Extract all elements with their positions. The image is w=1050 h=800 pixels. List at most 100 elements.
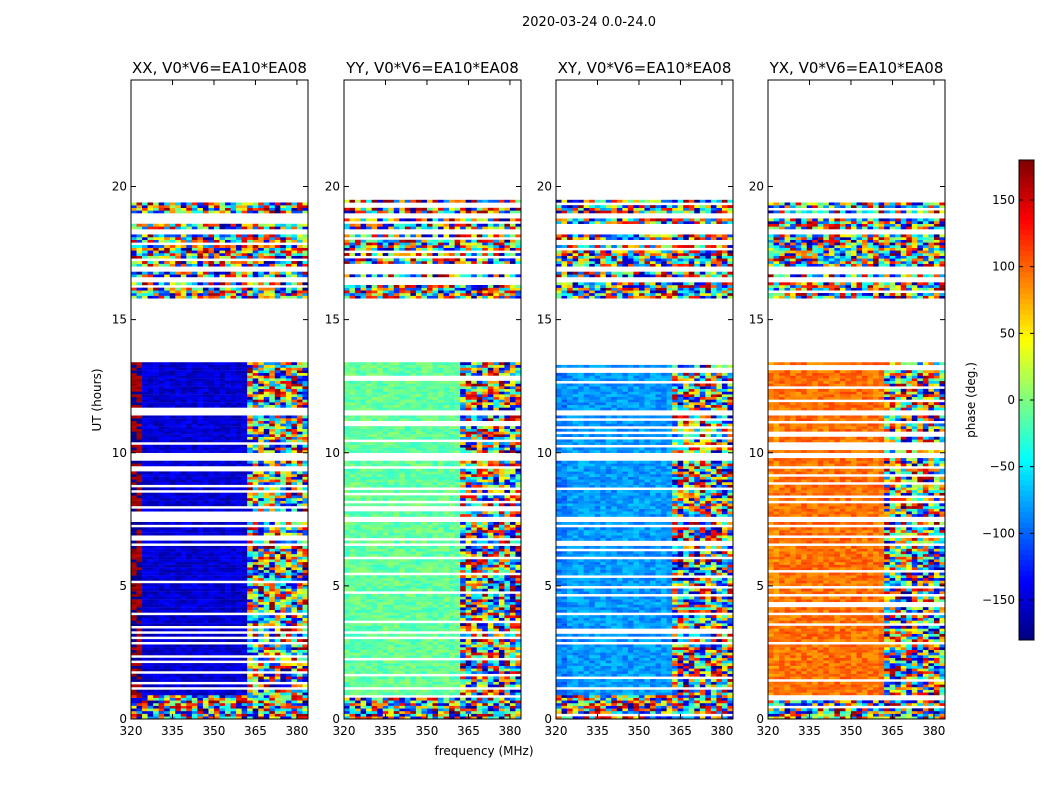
- heatmap-cell: [236, 703, 242, 706]
- heatmap-cell: [421, 700, 428, 704]
- heatmap-cell: [153, 434, 159, 437]
- heatmap-cell: [147, 476, 154, 480]
- heatmap-cell: [142, 487, 148, 491]
- heatmap-cell: [493, 639, 500, 642]
- heatmap-cell: [285, 498, 292, 501]
- heatmap-cell: [247, 583, 253, 587]
- heatmap-cell: [366, 700, 372, 704]
- heatmap-cell: [142, 644, 148, 648]
- heatmap-cell: [285, 652, 292, 656]
- heatmap-cell: [247, 593, 253, 597]
- heatmap-cell: [136, 652, 143, 656]
- heatmap-cell: [208, 708, 215, 712]
- heatmap-cell: [274, 601, 281, 605]
- heatmap-cell: [460, 647, 466, 650]
- heatmap-cell: [191, 426, 198, 429]
- heatmap-cell: [269, 202, 276, 206]
- heatmap-cell: [158, 247, 165, 251]
- heatmap-cell: [180, 207, 187, 211]
- heatmap-cell: [153, 649, 159, 653]
- heatmap-cell: [258, 428, 265, 432]
- heatmap-cell: [296, 673, 303, 677]
- heatmap-cell: [191, 223, 198, 227]
- heatmap-cell: [252, 253, 259, 256]
- heatmap-cell: [213, 460, 220, 464]
- heatmap-cell: [247, 474, 253, 477]
- heatmap-cell: [302, 703, 309, 706]
- heatmap-cell: [175, 290, 182, 294]
- heatmap-cell: [247, 362, 253, 366]
- heatmap-cell: [213, 679, 220, 682]
- heatmap-cell: [382, 668, 389, 672]
- heatmap-cell: [252, 471, 259, 475]
- heatmap-cell: [230, 665, 237, 669]
- heatmap-cell: [269, 593, 276, 597]
- heatmap-cell: [344, 625, 350, 629]
- heatmap-cell: [230, 647, 237, 650]
- heatmap-cell: [404, 684, 411, 688]
- heatmap-cell: [219, 604, 226, 608]
- heatmap-cell: [460, 660, 466, 664]
- heatmap-cell: [258, 418, 265, 421]
- heatmap-cell: [186, 521, 193, 525]
- heatmap-cell: [285, 601, 292, 605]
- heatmap-cell: [421, 663, 428, 666]
- heatmap-cell: [291, 482, 298, 485]
- heatmap-cell: [291, 205, 298, 208]
- heatmap-cell: [493, 625, 500, 629]
- heatmap-cell: [274, 553, 281, 557]
- heatmap-cell: [169, 396, 176, 400]
- heatmap-cell: [302, 521, 309, 525]
- heatmap-cell: [230, 508, 237, 512]
- heatmap-cell: [219, 657, 226, 661]
- heatmap-cell: [219, 423, 226, 427]
- heatmap-cell: [219, 609, 226, 613]
- heatmap-cell: [443, 689, 450, 693]
- heatmap-cell: [213, 697, 220, 701]
- heatmap-cell: [493, 644, 500, 648]
- heatmap-cell: [142, 370, 148, 374]
- heatmap-cell: [509, 692, 516, 696]
- heatmap-cell: [225, 663, 231, 666]
- heatmap-cell: [191, 210, 198, 214]
- heatmap-cell: [443, 711, 450, 714]
- heatmap-cell: [302, 673, 309, 677]
- heatmap-cell: [269, 649, 276, 653]
- heatmap-cell: [410, 713, 417, 717]
- heatmap-cell: [158, 207, 165, 211]
- heatmap-cell: [164, 548, 171, 552]
- heatmap-cell: [142, 388, 148, 392]
- heatmap-cell: [274, 205, 281, 208]
- heatmap-cell: [274, 556, 281, 560]
- heatmap-cell: [280, 391, 287, 395]
- heatmap-cell: [197, 290, 204, 294]
- heatmap-cell: [147, 423, 154, 427]
- heatmap-cell: [438, 647, 444, 650]
- heatmap-cell: [280, 572, 287, 576]
- heatmap-cell: [296, 583, 303, 587]
- heatmap-cell: [236, 362, 242, 366]
- heatmap-cell: [498, 625, 505, 629]
- heatmap-cell: [131, 545, 137, 549]
- heatmap-cell: [274, 375, 281, 379]
- heatmap-cell: [153, 372, 159, 376]
- heatmap-cell: [208, 665, 215, 669]
- heatmap-cell: [208, 290, 215, 294]
- heatmap-cell: [258, 668, 265, 672]
- heatmap-cell: [202, 271, 209, 275]
- heatmap-cell: [219, 684, 226, 688]
- heatmap-cell: [230, 559, 237, 563]
- heatmap-cell: [280, 226, 287, 230]
- heatmap-cell: [302, 396, 309, 400]
- heatmap-cell: [302, 423, 309, 427]
- heatmap-cell: [252, 399, 259, 403]
- heatmap-cell: [302, 713, 309, 717]
- heatmap-cell: [285, 293, 292, 296]
- heatmap-cell: [158, 700, 165, 704]
- heatmap-cell: [280, 450, 287, 453]
- heatmap-cell: [230, 388, 237, 392]
- heatmap-cell: [142, 237, 148, 240]
- heatmap-cell: [454, 681, 461, 685]
- heatmap-cell: [136, 476, 143, 480]
- heatmap-cell: [269, 234, 276, 238]
